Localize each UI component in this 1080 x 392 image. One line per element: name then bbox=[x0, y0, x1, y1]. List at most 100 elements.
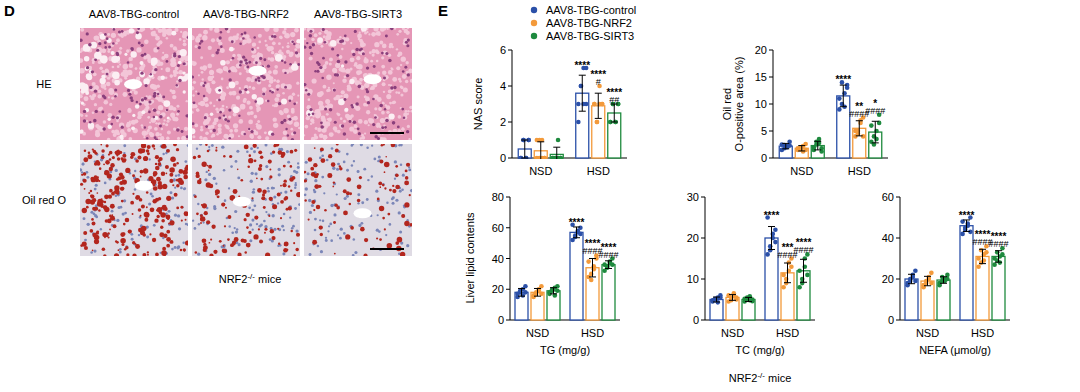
cytoplasm bbox=[310, 118, 314, 122]
vacuole bbox=[183, 90, 186, 93]
lipid-droplet bbox=[202, 203, 207, 208]
cytoplasm bbox=[276, 84, 280, 88]
lipid-droplet bbox=[88, 192, 90, 194]
lipid-droplet bbox=[80, 183, 83, 186]
cytoplasm bbox=[184, 56, 188, 61]
cytoplasm bbox=[204, 119, 209, 124]
lipid-droplet bbox=[183, 175, 188, 180]
cytoplasm bbox=[230, 59, 232, 61]
nucleus bbox=[119, 251, 122, 254]
nucleus bbox=[265, 165, 268, 168]
lipid-droplet bbox=[163, 254, 166, 256]
nucleus bbox=[388, 59, 392, 63]
cytoplasm bbox=[230, 66, 235, 71]
lipid-droplet bbox=[119, 172, 123, 176]
nucleus bbox=[218, 89, 221, 92]
nucleus bbox=[358, 132, 361, 135]
cytoplasm bbox=[311, 137, 315, 140]
nucleus bbox=[242, 56, 245, 59]
cytoplasm bbox=[273, 28, 278, 32]
cytoplasm bbox=[210, 124, 214, 128]
nucleus bbox=[234, 227, 236, 229]
cytoplasm bbox=[318, 129, 320, 131]
nucleus bbox=[134, 170, 136, 172]
nucleus bbox=[286, 150, 289, 153]
cytoplasm bbox=[364, 120, 368, 124]
lipid-droplet bbox=[160, 226, 163, 229]
cytoplasm bbox=[266, 75, 271, 80]
lipid-droplet bbox=[258, 228, 260, 230]
cytoplasm bbox=[265, 100, 267, 102]
cytoplasm bbox=[317, 92, 322, 97]
lipid-droplet bbox=[169, 220, 174, 225]
lipid-droplet bbox=[101, 200, 104, 203]
histology-image bbox=[304, 144, 412, 256]
tissue bbox=[80, 144, 188, 256]
cytoplasm bbox=[306, 116, 310, 120]
cytoplasm bbox=[80, 113, 82, 116]
cytoplasm bbox=[153, 31, 155, 33]
cytoplasm bbox=[381, 65, 385, 69]
nucleus bbox=[94, 214, 97, 217]
nucleus bbox=[392, 121, 396, 125]
lipid-droplet bbox=[159, 232, 164, 237]
cytoplasm bbox=[156, 111, 160, 115]
lipid-droplet bbox=[108, 236, 110, 238]
lipid-droplet bbox=[101, 149, 104, 152]
cytoplasm bbox=[315, 113, 320, 118]
nucleus bbox=[406, 130, 409, 133]
cytoplasm bbox=[269, 36, 274, 41]
cytoplasm bbox=[374, 42, 379, 47]
nucleus bbox=[322, 28, 325, 31]
histology-image bbox=[304, 28, 412, 140]
nucleus bbox=[223, 169, 226, 172]
cytoplasm bbox=[186, 100, 188, 102]
nucleus bbox=[116, 219, 119, 222]
vacuole bbox=[163, 100, 170, 107]
nucleus bbox=[218, 36, 221, 39]
nucleus bbox=[202, 84, 205, 87]
lipid-droplet bbox=[166, 196, 171, 201]
lipid-droplet bbox=[173, 163, 177, 167]
nucleus bbox=[153, 224, 156, 227]
cytoplasm bbox=[201, 71, 204, 74]
nucleus bbox=[258, 79, 261, 82]
lipid-droplet bbox=[249, 154, 252, 157]
cytoplasm bbox=[315, 127, 318, 130]
nucleus bbox=[148, 101, 151, 104]
cytoplasm bbox=[294, 28, 299, 32]
vacuole bbox=[107, 38, 112, 43]
nucleus bbox=[404, 66, 407, 69]
nucleus bbox=[81, 171, 83, 173]
nucleus bbox=[148, 111, 151, 114]
nucleus bbox=[281, 59, 284, 62]
vacuole bbox=[80, 130, 84, 134]
cytoplasm bbox=[112, 66, 115, 69]
cytoplasm bbox=[166, 37, 168, 39]
cytoplasm bbox=[173, 46, 177, 50]
lipid-droplet bbox=[207, 165, 209, 167]
lipid-droplet bbox=[254, 216, 258, 220]
lipid-droplet bbox=[120, 232, 125, 237]
cytoplasm bbox=[274, 105, 276, 107]
nucleus bbox=[235, 230, 238, 233]
cytoplasm bbox=[366, 31, 368, 33]
lipid-droplet bbox=[261, 196, 265, 200]
histology-image bbox=[80, 28, 188, 140]
lipid-droplet bbox=[280, 185, 282, 187]
nucleus bbox=[384, 108, 386, 110]
nucleus bbox=[329, 108, 332, 111]
lipid-droplet bbox=[284, 196, 288, 200]
nucleus bbox=[352, 53, 355, 56]
cytoplasm bbox=[256, 107, 261, 112]
lipid-droplet bbox=[176, 148, 179, 151]
vacuole bbox=[112, 72, 120, 80]
cytoplasm bbox=[268, 70, 272, 74]
nucleus bbox=[257, 76, 260, 79]
nucleus bbox=[86, 32, 89, 35]
nucleus bbox=[289, 217, 291, 219]
vacuole bbox=[275, 54, 283, 62]
cytoplasm bbox=[238, 119, 243, 124]
lipid-droplet bbox=[246, 213, 250, 217]
cytoplasm bbox=[148, 125, 152, 129]
